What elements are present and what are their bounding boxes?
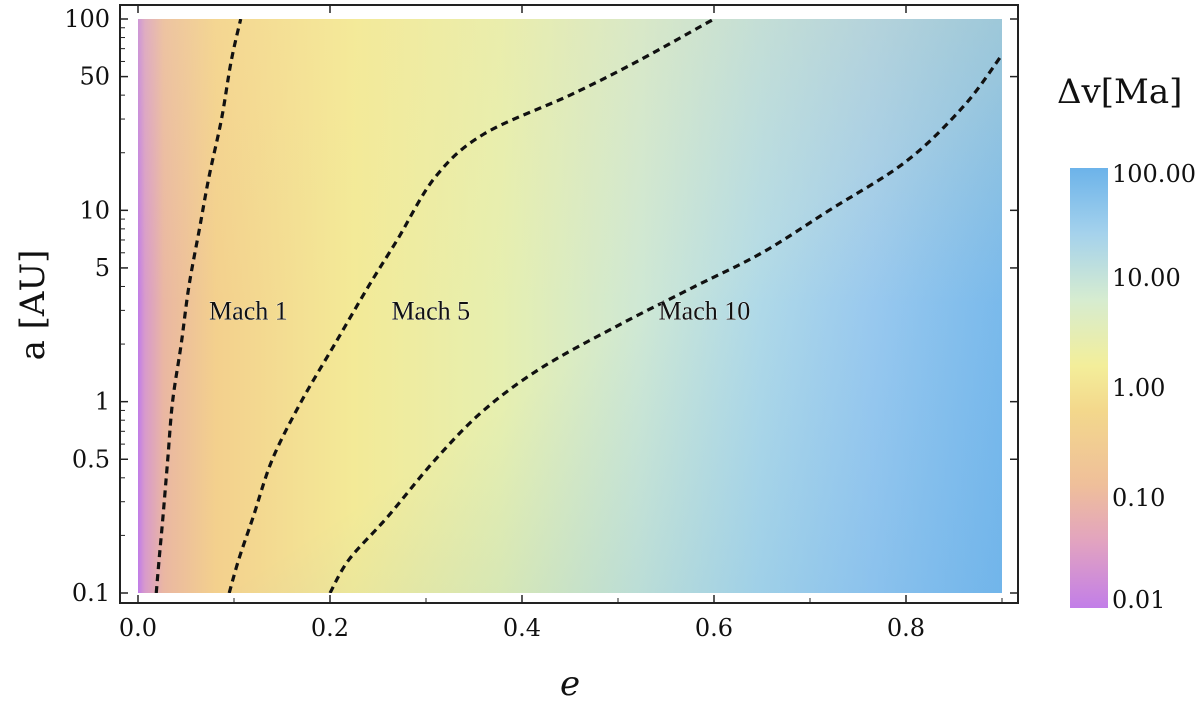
y-tick-label: 10: [79, 196, 110, 224]
y-tick-label: 100: [64, 5, 110, 33]
colorbar-tick-label: 1.00: [1112, 374, 1165, 402]
x-axis-ticks: 0.0 0.2 0.4 0.6 0.8: [119, 5, 1003, 642]
colorbar-tick-label: 0.10: [1112, 484, 1165, 512]
x-tick-label: 0.2: [311, 614, 349, 642]
contour-label-1: Mach 1: [209, 296, 288, 325]
x-tick-label: 0.0: [119, 614, 157, 642]
contour-line-2: [227, 19, 715, 593]
y-tick-label: 0.5: [72, 445, 110, 473]
x-tick-label: 0.8: [887, 614, 925, 642]
contour-line-1: [154, 19, 243, 593]
colorbar-tick-label: 0.01: [1112, 586, 1165, 614]
y-tick-label: 5: [95, 254, 110, 282]
contour-label-2: Mach 5: [391, 296, 470, 325]
y-axis-ticks: 0.1 0.5 1 5 10 50 100: [64, 5, 1018, 607]
contour-lines: [154, 19, 1002, 593]
colorbar-ticks: 0.01 0.10 1.00 10.00 100.00: [1112, 160, 1196, 614]
x-tick-label: 0.6: [695, 614, 733, 642]
y-tick-label: 1: [95, 388, 110, 416]
y-tick-label: 50: [79, 63, 110, 91]
y-tick-label: 0.1: [72, 579, 110, 607]
x-axis-label: e: [560, 664, 580, 701]
colorbar-title: Δv[Ma]: [1057, 72, 1182, 112]
contour-labels: Mach 1 Mach 5 Mach 10: [209, 296, 751, 326]
colorbar: [1070, 168, 1108, 608]
colorbar-tick-label: 10.00: [1112, 264, 1181, 292]
colorbar-tick-label: 100.00: [1112, 160, 1196, 188]
y-axis-label: a [AU]: [13, 250, 53, 361]
heatmap-field: [138, 19, 1002, 593]
contour-label-3: Mach 10: [659, 296, 751, 325]
x-tick-label: 0.4: [503, 614, 541, 642]
